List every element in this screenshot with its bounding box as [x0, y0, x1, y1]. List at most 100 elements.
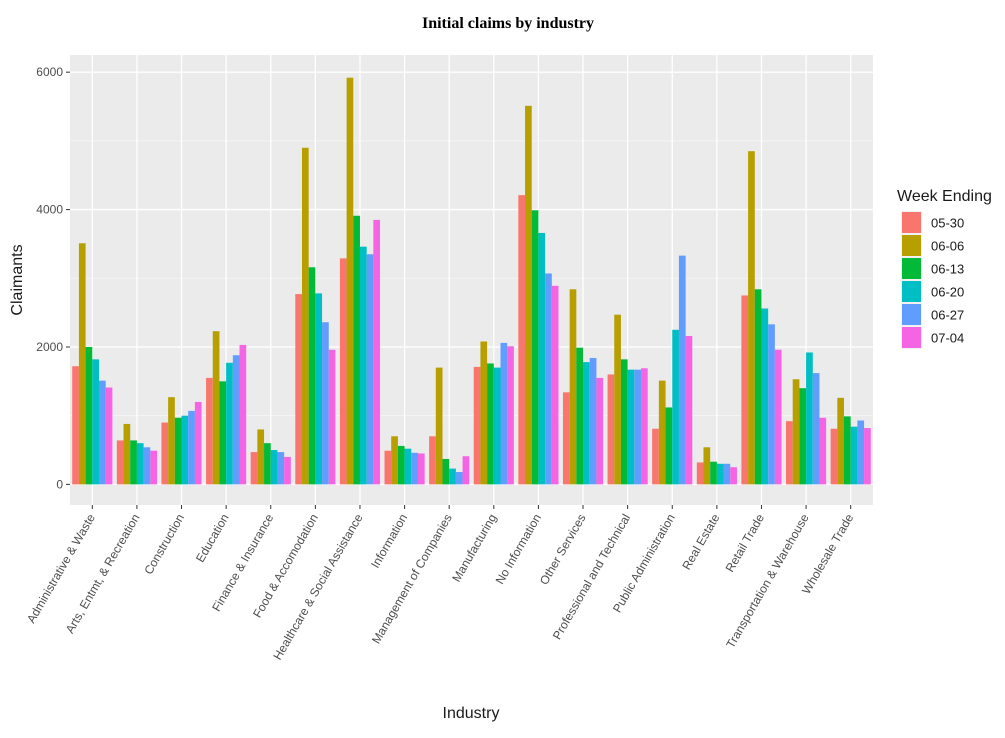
bar [620, 359, 628, 485]
bar [206, 377, 213, 485]
bar [799, 388, 807, 485]
y-tick-label: 4000 [36, 203, 63, 217]
bar [150, 450, 157, 485]
x-tick-label: Transportation & Warehouse [723, 511, 812, 650]
bar [328, 349, 336, 485]
legend-title: Week Ending [897, 188, 992, 205]
bar [473, 366, 481, 485]
bar [703, 447, 711, 485]
x-tick-label: Retail Trade [723, 511, 768, 574]
legend: Week Ending 05-30 06-06 06-13 06-20 06-27 07-… [897, 188, 992, 349]
plot-panel [70, 55, 873, 505]
bar [136, 443, 144, 485]
bar [339, 258, 347, 485]
bar [295, 294, 302, 485]
bar [284, 456, 291, 485]
bar [819, 417, 827, 485]
bar [487, 363, 494, 485]
bar [353, 215, 360, 485]
bar [188, 410, 195, 485]
bar [239, 344, 247, 485]
x-tick-label: Construction [141, 512, 187, 577]
bar [665, 407, 673, 485]
bar [685, 335, 693, 485]
bar [792, 379, 800, 485]
bar [672, 329, 679, 485]
bar [123, 423, 131, 485]
bar [844, 416, 851, 485]
bar [92, 359, 99, 485]
x-tick-label: Management of Companies [369, 512, 455, 647]
bar [716, 463, 724, 485]
bar [627, 369, 635, 485]
legend-label: 06-06 [931, 239, 964, 254]
bar [455, 472, 463, 485]
bar [857, 420, 865, 485]
bar [830, 428, 838, 485]
bar [366, 254, 374, 485]
x-tick-label: Real Estate [679, 511, 722, 572]
bar [480, 341, 488, 485]
legend-label: 06-13 [931, 262, 964, 277]
bar [583, 362, 590, 485]
x-tick-label: Education [193, 512, 232, 565]
bar [226, 362, 233, 485]
bar [397, 445, 405, 485]
bar [391, 436, 398, 485]
bar [194, 401, 202, 485]
bar [85, 346, 93, 485]
bar [768, 324, 775, 485]
x-tick-label: No Information [493, 512, 544, 587]
x-tick-label: Healthcare & Social Assistance [270, 511, 365, 662]
bar [411, 452, 418, 485]
legend-swatch [902, 212, 921, 233]
bar [812, 373, 820, 485]
bar [277, 452, 285, 485]
x-tick-label: Other Services [537, 512, 589, 588]
bar [748, 151, 755, 485]
bar [774, 349, 782, 485]
bars [72, 77, 871, 485]
bar [569, 289, 577, 485]
bar [315, 293, 323, 485]
bar [270, 450, 278, 485]
bar [607, 374, 615, 485]
legend-label: 05-30 [931, 216, 964, 231]
bar [614, 314, 621, 485]
bar [373, 219, 381, 485]
bar [250, 452, 258, 485]
bar [864, 428, 871, 485]
bar [525, 105, 532, 485]
bar [322, 322, 329, 485]
bar [493, 367, 501, 485]
bar [723, 463, 731, 485]
bar [589, 357, 597, 485]
bar [384, 450, 392, 485]
y-axis-title: Claimants [9, 244, 26, 315]
bar [462, 456, 470, 485]
bar [696, 462, 704, 485]
bar [786, 421, 793, 485]
bar [98, 380, 106, 485]
bar [72, 366, 79, 485]
bar [168, 397, 175, 485]
bar [143, 447, 151, 485]
legend-swatch [902, 327, 921, 348]
bar [161, 422, 169, 485]
y-tick-label: 6000 [36, 65, 63, 79]
legend-swatch [902, 281, 921, 302]
bar [308, 267, 316, 485]
bar [105, 387, 113, 485]
bar [212, 331, 220, 485]
bar [652, 428, 659, 485]
bar [741, 295, 749, 485]
bar [359, 246, 367, 485]
bar [264, 443, 271, 485]
bar [346, 77, 354, 485]
bar [531, 210, 539, 485]
bar [545, 273, 552, 485]
y-tick-label: 2000 [36, 340, 63, 354]
x-tick-label: Information [368, 512, 410, 571]
bar [837, 397, 845, 485]
